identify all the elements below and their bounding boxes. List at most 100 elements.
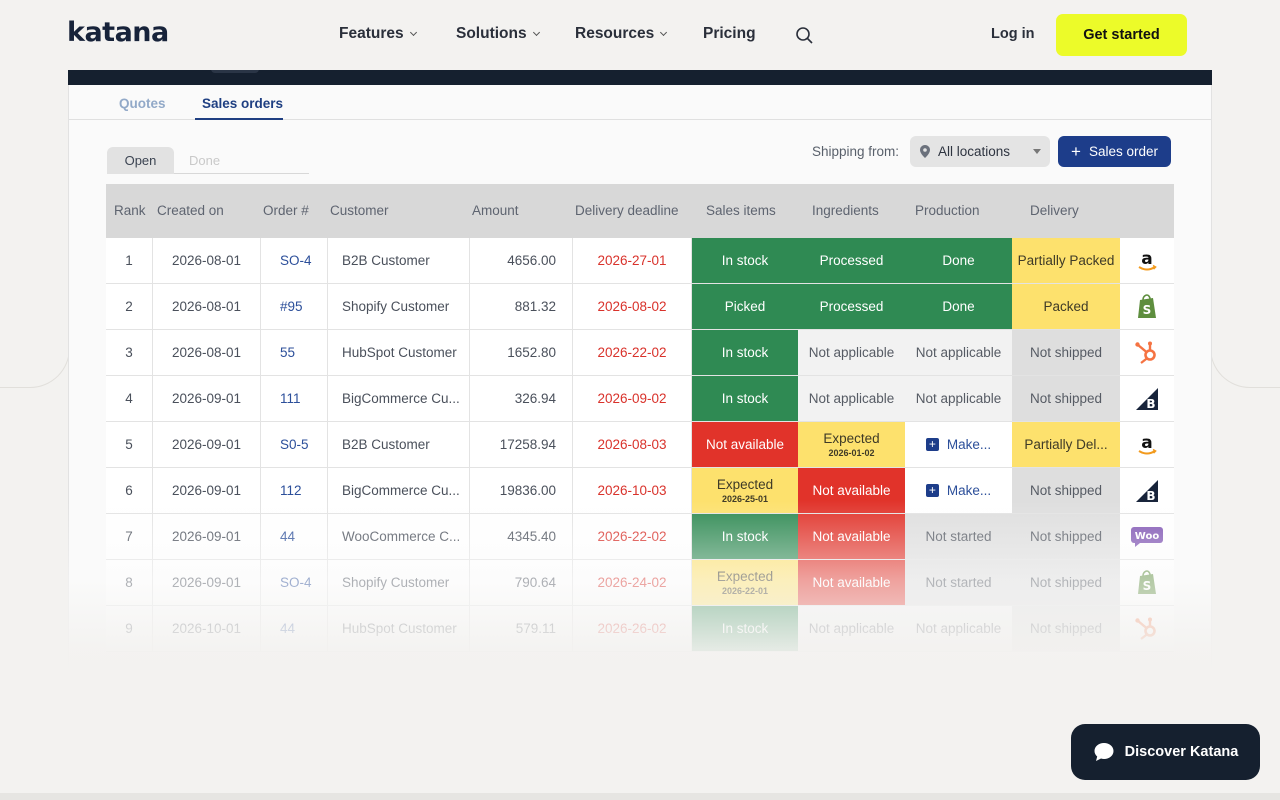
delivery-deadline-cell: 2026-08-02 (573, 284, 692, 329)
order-number-link[interactable]: 111 (261, 376, 328, 421)
ingredients-status-label: Not applicable (808, 345, 895, 360)
ingredients-status: Processed (798, 284, 905, 329)
delivery-status: Not shipped (1012, 560, 1120, 605)
sales-items-status: Not available (692, 422, 798, 467)
production-status: Not applicable (905, 376, 1012, 421)
order-number-link[interactable]: 44 (261, 514, 328, 559)
sales-items-status-label: In stock (721, 621, 769, 636)
shipping-from-label: Shipping from: (812, 144, 900, 159)
delivery-status-label: Partially Del... (1024, 437, 1108, 452)
tab-quotes[interactable]: Quotes (119, 96, 166, 111)
amount-cell: 17258.94 (470, 422, 573, 467)
amount-cell: 790.64 (470, 560, 573, 605)
order-number-link[interactable]: S0-5 (261, 422, 328, 467)
table-row[interactable]: 7 2026-09-01 44 WooCommerce C... 4345.40 2026… (106, 514, 1174, 560)
caret-down-icon (1033, 149, 1041, 154)
app-header-strip (68, 68, 1212, 85)
column-header-delivery[interactable]: Delivery (1030, 203, 1079, 218)
svg-text:B: B (1146, 397, 1155, 411)
table-row[interactable]: 1 2026-08-01 SO-4 B2B Customer 4656.00 2026-2… (106, 238, 1174, 284)
rank-cell: 2 (106, 284, 153, 329)
column-header-amount[interactable]: Amount (472, 203, 519, 218)
column-header-deadline[interactable]: Delivery deadline (575, 203, 679, 218)
nav-solutions-label: Solutions (456, 25, 527, 42)
order-number-link[interactable]: SO-4 (261, 560, 328, 605)
order-number-link[interactable]: 44 (261, 606, 328, 651)
table-row[interactable]: 4 2026-09-01 111 BigCommerce Cu... 326.94 202… (106, 376, 1174, 422)
get-started-button[interactable]: Get started (1056, 14, 1187, 56)
created-on-cell: 2026-09-01 (153, 376, 261, 421)
delivery-deadline-cell: 2026-08-03 (573, 422, 692, 467)
production-status-label: Done (942, 253, 975, 268)
table-row[interactable]: 8 2026-09-01 SO-4 Shopify Customer 790.64 202… (106, 560, 1174, 606)
production-status-label: Not started (925, 529, 992, 544)
order-number-link[interactable]: 112 (261, 468, 328, 513)
order-number-link[interactable]: 55 (261, 330, 328, 375)
add-sales-order-button[interactable]: + Sales order (1058, 136, 1171, 167)
ingredients-status-label: Not available (812, 529, 891, 544)
order-number-link[interactable]: #95 (261, 284, 328, 329)
sales-items-status: Picked (692, 284, 798, 329)
ingredients-status-label: Not available (812, 483, 891, 498)
delivery-status-label: Not shipped (1029, 575, 1103, 590)
discover-katana-button[interactable]: Discover Katana (1071, 724, 1260, 780)
column-header-production[interactable]: Production (915, 203, 980, 218)
production-status-label: Not applicable (915, 391, 1002, 406)
table-row[interactable]: 9 2026-10-01 44 HubSpot Customer 579.11 2026-… (106, 606, 1174, 652)
nav-resources[interactable]: Resources (575, 25, 668, 43)
rank-cell: 6 (106, 468, 153, 513)
nav-resources-label: Resources (575, 25, 655, 42)
sales-items-status: In stock (692, 238, 798, 283)
location-select[interactable]: All locations (910, 136, 1050, 167)
katana-logo[interactable]: katana (67, 17, 169, 48)
segment-open[interactable]: Open (107, 147, 174, 174)
customer-cell: HubSpot Customer (328, 606, 470, 651)
sales-orders-table: Rank Created on Order # Customer Amount … (106, 184, 1174, 652)
delivery-status-label: Not shipped (1029, 483, 1103, 498)
table-row[interactable]: 3 2026-08-01 55 HubSpot Customer 1652.80 2026… (106, 330, 1174, 376)
search-icon[interactable] (796, 27, 813, 44)
amazon-logo-icon: a (1120, 422, 1174, 467)
column-header-created[interactable]: Created on (157, 203, 224, 218)
delivery-status-label: Not shipped (1029, 529, 1103, 544)
production-status[interactable]: + Make... (905, 422, 1012, 467)
location-pin-icon (920, 145, 930, 158)
delivery-deadline-cell: 2026-24-02 (573, 560, 692, 605)
plus-icon: + (1071, 142, 1081, 161)
ingredients-status: Not applicable (798, 330, 905, 375)
shopify-logo-icon: S (1120, 560, 1174, 605)
column-header-rank[interactable]: Rank (114, 203, 146, 218)
ingredients-status-label: Not applicable (808, 621, 895, 636)
order-number-link[interactable]: SO-4 (261, 238, 328, 283)
column-header-customer[interactable]: Customer (330, 203, 389, 218)
nav-solutions[interactable]: Solutions (456, 25, 540, 43)
sales-items-status-label: Not available (705, 437, 785, 452)
plus-square-icon: + (925, 484, 939, 497)
segment-done[interactable]: Done (189, 153, 221, 168)
production-status: Not applicable (905, 330, 1012, 375)
sales-items-status-label: In stock (721, 345, 769, 360)
sales-items-status: In stock (692, 376, 798, 421)
background-arc-left (0, 40, 70, 388)
column-header-ingredients[interactable]: Ingredients (812, 203, 879, 218)
tab-sales-orders[interactable]: Sales orders (202, 96, 284, 111)
delivery-status: Partially Del... (1012, 422, 1120, 467)
customer-cell: B2B Customer (328, 238, 470, 283)
table-row[interactable]: 5 2026-09-01 S0-5 B2B Customer 17258.94 2026-… (106, 422, 1174, 468)
table-row[interactable]: 2 2026-08-01 #95 Shopify Customer 881.32 2026… (106, 284, 1174, 330)
production-status-label: Not applicable (915, 621, 1002, 636)
column-header-sales-items[interactable]: Sales items (706, 203, 776, 218)
login-link[interactable]: Log in (991, 26, 1035, 42)
production-status[interactable]: + Make... (905, 468, 1012, 513)
production-status-label: Make... (946, 483, 992, 498)
delivery-status-label: Packed (1043, 299, 1089, 314)
ingredients-status: Not applicable (798, 376, 905, 421)
ingredients-status-date: 2026-01-02 (828, 448, 875, 458)
column-header-order[interactable]: Order # (263, 203, 309, 218)
rank-cell: 9 (106, 606, 153, 651)
nav-pricing[interactable]: Pricing (703, 25, 756, 43)
bigcommerce-logo-icon: B (1120, 468, 1174, 513)
table-row[interactable]: 6 2026-09-01 112 BigCommerce Cu... 19836.00 2… (106, 468, 1174, 514)
nav-features[interactable]: Features (339, 25, 417, 43)
sales-items-status: In stock (692, 606, 798, 651)
